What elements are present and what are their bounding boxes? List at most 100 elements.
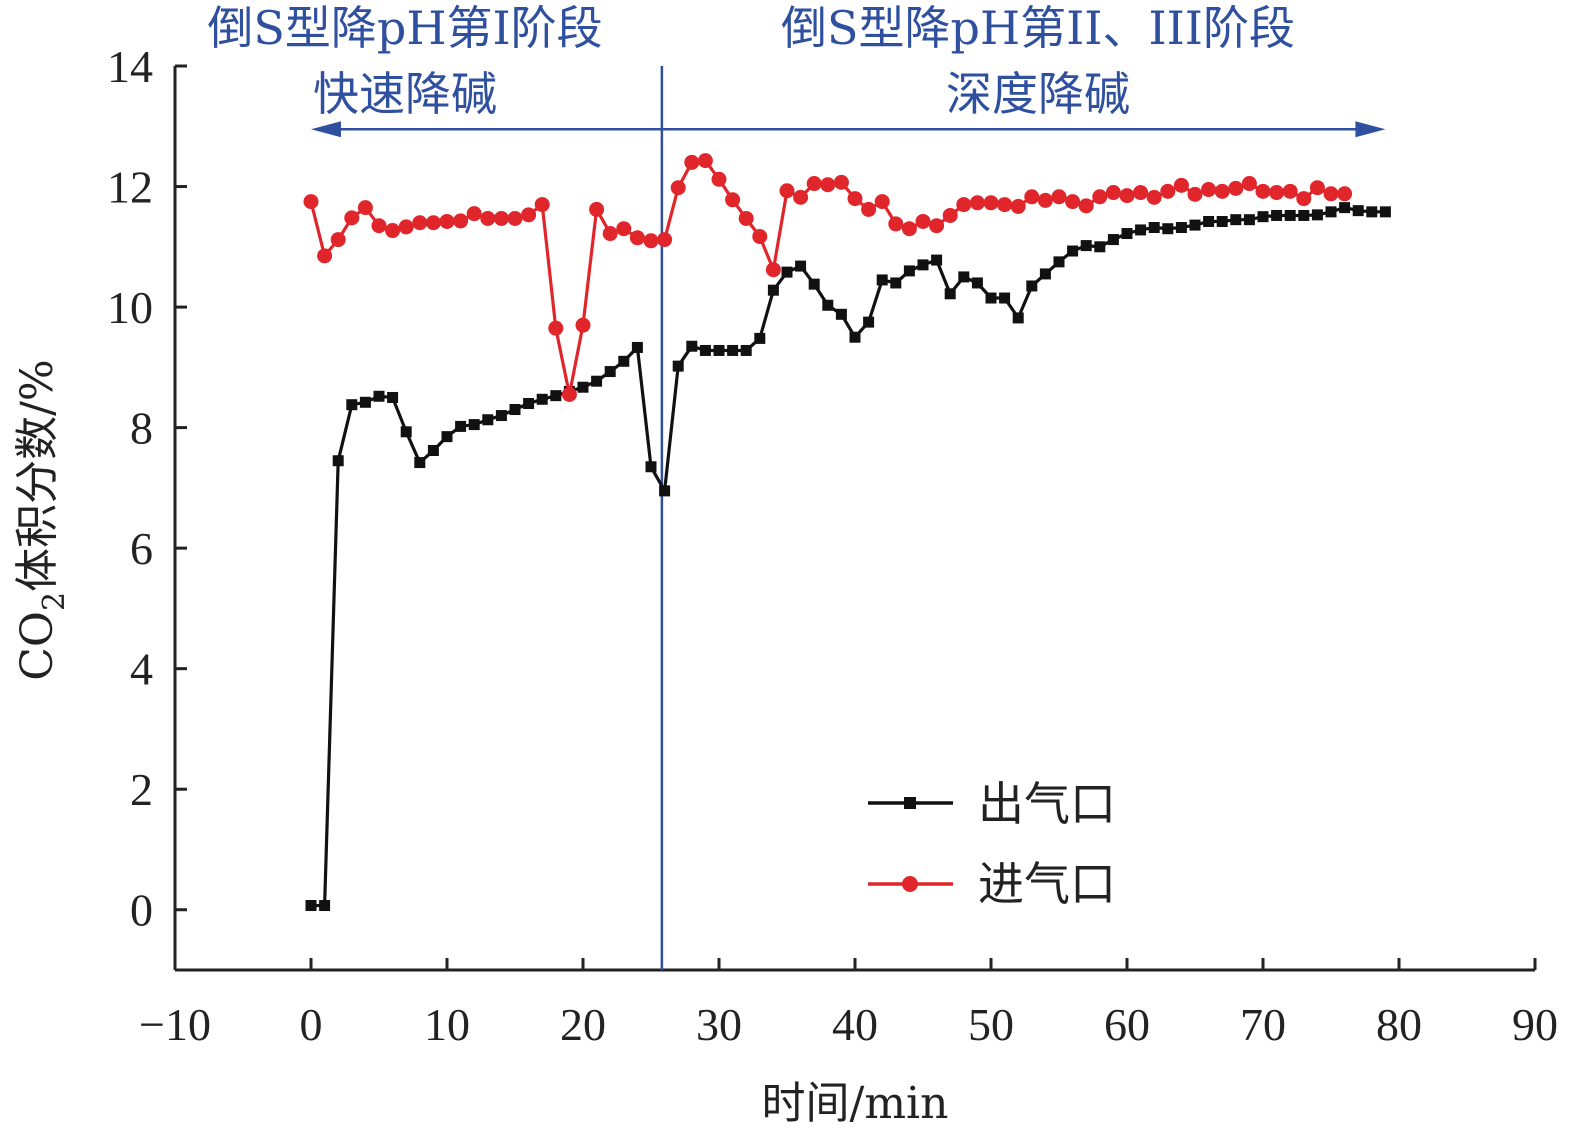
series-1-point	[534, 197, 550, 213]
series-1-point	[480, 210, 496, 226]
y-tick-label: 8	[130, 403, 153, 454]
series-0-point	[863, 316, 875, 328]
annotation-phase2-subtitle: 深度降碱	[946, 67, 1130, 121]
series-0-point	[645, 461, 657, 473]
series-0-point	[1094, 241, 1106, 253]
y-tick-label: 0	[130, 885, 153, 936]
series-1-point	[1010, 198, 1026, 214]
series-0-point	[1175, 222, 1187, 234]
x-tick-label: −10	[139, 999, 211, 1050]
series-0-point	[876, 274, 888, 286]
series-1-point	[929, 218, 945, 234]
series-0-point	[631, 341, 643, 353]
series-0-point	[1121, 228, 1133, 240]
series-0-point	[944, 288, 956, 300]
series-1-point	[779, 183, 795, 199]
series-0-point	[495, 410, 507, 422]
series-1-point	[1065, 194, 1081, 210]
series-0-point	[414, 457, 426, 469]
series-1-point	[1105, 185, 1121, 201]
series-0-point	[1039, 268, 1051, 280]
series-0-point	[1366, 206, 1378, 218]
series-0-point	[1379, 206, 1391, 218]
series-1-point	[602, 226, 618, 242]
series-1-point	[643, 233, 659, 249]
series-line-0	[311, 206, 1386, 908]
series-0-point	[903, 265, 915, 277]
series-0-point	[1216, 215, 1228, 227]
series-0-point	[509, 404, 521, 416]
phase-arrow-right-head	[1355, 121, 1386, 138]
series-1-point	[874, 194, 890, 210]
series-0-point	[427, 445, 439, 457]
series-0-point	[985, 292, 997, 304]
series-0-point	[1284, 209, 1296, 221]
series-0-point	[1311, 209, 1323, 221]
series-1-point	[1255, 183, 1271, 199]
series-0-point	[822, 299, 834, 311]
series-1-point	[575, 317, 591, 333]
series-1-point	[1160, 183, 1176, 199]
series-0-point	[550, 390, 562, 402]
series-1-point	[1187, 186, 1203, 202]
x-tick-label: 30	[696, 999, 742, 1050]
series-1-point	[357, 200, 373, 216]
series-1-point	[412, 215, 428, 231]
series-0-point	[1162, 223, 1174, 235]
series-1-point	[398, 219, 414, 235]
series-1-point	[521, 207, 537, 223]
x-tick-label: 60	[1104, 999, 1150, 1050]
series-0-point	[1298, 209, 1310, 221]
x-tick-label: 70	[1240, 999, 1286, 1050]
series-1-point	[1146, 189, 1162, 205]
y-tick-label: 2	[130, 764, 153, 815]
series-1-point	[1201, 182, 1217, 198]
series-1-point	[1092, 189, 1108, 205]
series-0-point	[305, 900, 317, 912]
series-0-point	[1053, 256, 1065, 268]
legend-marker-outlet	[904, 797, 916, 809]
series-1-point	[317, 248, 333, 264]
series-1-point	[466, 206, 482, 222]
series-0-point	[359, 396, 371, 408]
series-0-point	[1189, 219, 1201, 231]
series-0-point	[591, 375, 603, 387]
series-1-point	[561, 386, 577, 402]
legend: 出气口 进气口	[868, 777, 1116, 911]
series-1-point	[371, 218, 387, 234]
series-0-point	[1257, 211, 1269, 223]
series-0-point	[754, 332, 766, 344]
series-1-point	[915, 213, 931, 229]
series-0-point	[577, 381, 589, 393]
series-1-point	[1282, 183, 1298, 199]
annotation-phase1-subtitle: 快速降碱	[313, 67, 497, 121]
x-tick-label: 80	[1376, 999, 1422, 1050]
series-1-point	[847, 191, 863, 207]
x-axis-title: 时间/min	[762, 1078, 949, 1129]
series-1-point	[657, 232, 673, 248]
series-0-point	[917, 259, 929, 271]
series-0-point	[740, 344, 752, 356]
series-0-point	[672, 360, 684, 372]
series-0-point	[1107, 234, 1119, 246]
series-1-point	[1296, 191, 1312, 207]
series-1-point	[997, 197, 1013, 213]
series-1-point	[385, 223, 401, 239]
y-tick-label: 14	[107, 41, 153, 92]
series-1-point	[711, 171, 727, 187]
series-1-point	[1037, 192, 1053, 208]
series-0-point	[387, 391, 399, 403]
series-1-point	[589, 201, 605, 217]
y-tick-label: 4	[130, 644, 153, 695]
series-1-point	[738, 210, 754, 226]
series-0-point	[808, 278, 820, 290]
series-0-point	[468, 419, 480, 431]
series-0-point	[781, 266, 793, 278]
series-1-point	[1078, 198, 1094, 214]
series-1-point	[1119, 188, 1135, 204]
series-0-point	[441, 431, 453, 443]
series-1-point	[1323, 186, 1339, 202]
series-0-point	[604, 366, 616, 378]
annotation-phase1-title: 倒S型降pH第I阶段	[207, 1, 602, 55]
